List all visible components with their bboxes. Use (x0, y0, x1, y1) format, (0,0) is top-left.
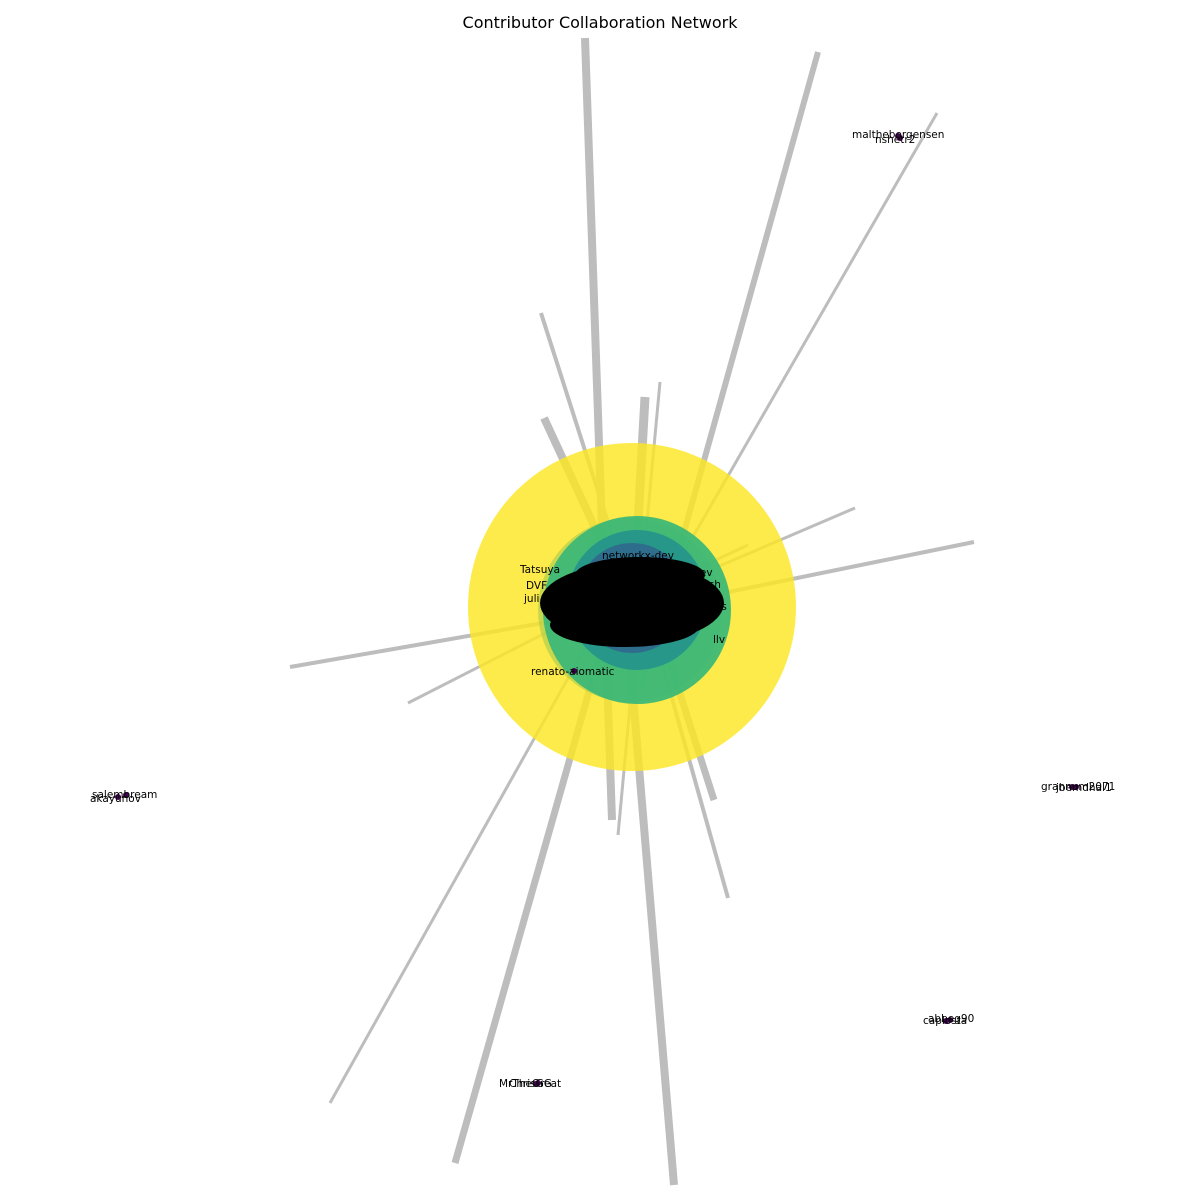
node-label: grannum2071 (1041, 781, 1115, 793)
graph-node (943, 1018, 949, 1024)
graph-node (571, 668, 577, 674)
diagram-title: Contributor Collaboration Network (463, 13, 739, 32)
graph-node (1073, 784, 1079, 790)
node-label: ChrisGG (509, 1078, 552, 1090)
hub-cluster (468, 443, 796, 771)
node-layer (115, 133, 1079, 1087)
graph-node (535, 1080, 541, 1086)
graph-node (115, 794, 121, 800)
node-label: networkx-dev (602, 550, 674, 562)
node-label: juli (523, 593, 539, 605)
node-label: abbeg90 (928, 1013, 974, 1025)
node-label: MrTheGreat (499, 1078, 561, 1090)
node-label: Tatsuya (519, 564, 560, 576)
label-cluster (550, 603, 700, 647)
node-label: lev (697, 567, 713, 579)
node-label: salembream (92, 789, 157, 801)
graph-node (123, 792, 129, 798)
node-label: DVF (526, 580, 547, 592)
node-label: ejs (712, 601, 727, 613)
node-label: ach (702, 579, 721, 591)
node-label: akayunov (90, 793, 141, 805)
node-label: llv (713, 634, 725, 646)
node-label: nshetr2 (875, 134, 915, 146)
node-label: renato-aiomatic (531, 666, 615, 678)
node-label: jbemdhal1 (1055, 782, 1112, 794)
node-label: caplosta (923, 1015, 967, 1027)
graph-node (897, 135, 903, 141)
label-cluster (575, 557, 705, 593)
node-label: maltheborgensen (852, 129, 944, 141)
